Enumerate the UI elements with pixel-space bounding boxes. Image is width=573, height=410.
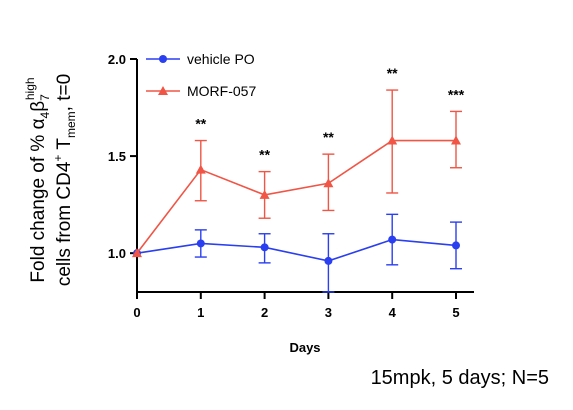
series-line [136, 139, 456, 254]
y-ticks: 1.0 1.5 2.0 [108, 52, 137, 261]
data-point [259, 189, 270, 199]
series-line [136, 238, 457, 262]
data-point [324, 256, 333, 265]
legend-item-morf: MORF-057 [146, 83, 256, 99]
legend: vehicle PO MORF-057 [146, 51, 256, 99]
significance-label: *** [448, 86, 465, 102]
y-axis-title-line1: Fold change of % α4β7high [23, 77, 52, 282]
annotation-note: 15mpk, 5 days; N=5 [371, 367, 549, 389]
data-point [260, 243, 269, 252]
x-tick-label: 3 [325, 305, 332, 320]
y-tick-label: 1.0 [108, 246, 126, 261]
y-tick-label: 2.0 [108, 52, 126, 67]
y-tick-label: 1.5 [108, 149, 126, 164]
x-tick-label: 5 [452, 305, 459, 320]
x-axis-title: Days [289, 340, 320, 355]
x-ticks: 0 1 2 3 4 5 [133, 292, 460, 320]
significance-label: ** [259, 147, 270, 163]
significance-labels: *********** [195, 65, 464, 163]
significance-label: ** [387, 65, 398, 81]
legend-label-vehicle: vehicle PO [187, 51, 255, 67]
y-axis-title: Fold change of % α4β7high cells from CD4… [23, 74, 78, 286]
data-point [388, 235, 397, 244]
significance-label: ** [195, 116, 206, 132]
y-axis-title-line2: cells from CD4+ Tmem, t=0 [51, 74, 78, 286]
legend-marker-vehicle [159, 55, 167, 63]
data-point [452, 241, 460, 250]
series-morf [132, 89, 462, 258]
legend-item-vehicle: vehicle PO [146, 51, 255, 67]
data-point [195, 164, 206, 174]
data-point [387, 135, 398, 145]
series-layer [132, 89, 462, 293]
x-tick-label: 4 [389, 305, 397, 320]
data-point [451, 135, 461, 145]
data-point [196, 239, 205, 248]
data-point [132, 248, 142, 258]
significance-label: ** [323, 129, 334, 145]
data-point [323, 178, 334, 188]
x-tick-label: 0 [133, 305, 140, 320]
series-vehicle [133, 213, 462, 293]
x-tick-label: 1 [197, 305, 204, 320]
legend-label-morf: MORF-057 [187, 83, 256, 99]
x-tick-label: 2 [261, 305, 268, 320]
legend-marker-morf [158, 86, 168, 95]
